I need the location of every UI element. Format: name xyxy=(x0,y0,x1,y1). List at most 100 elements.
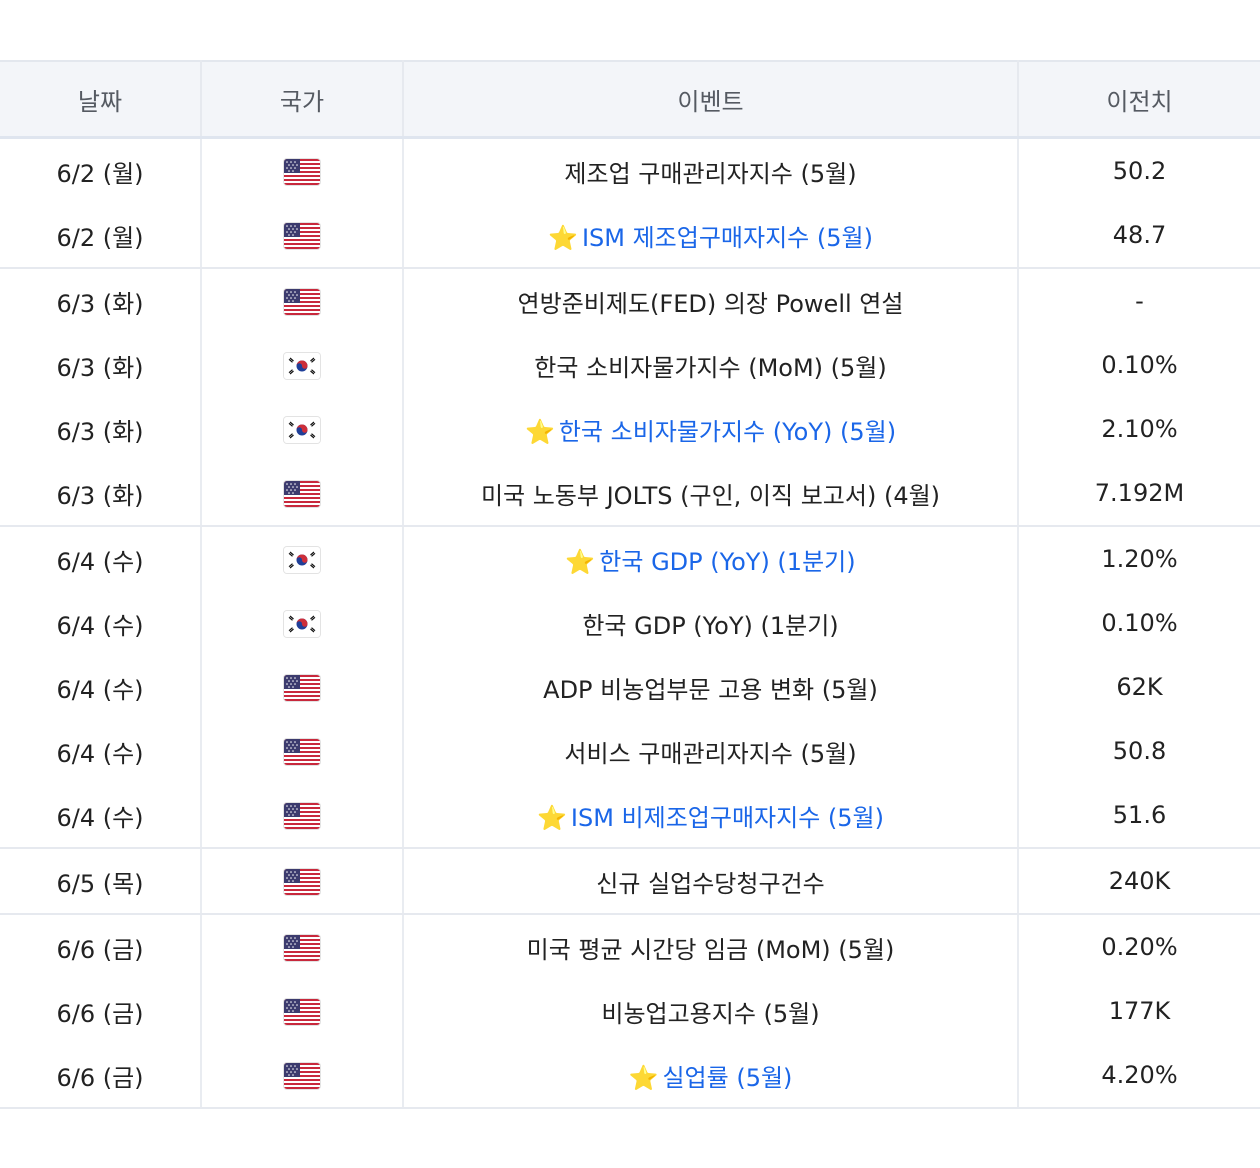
event-previous: 2.10% xyxy=(1101,415,1178,443)
event-country xyxy=(201,203,404,269)
event-name: 서비스 구매관리자지수 (5월) xyxy=(564,739,857,768)
event-name: 비농업고용지수 (5월) xyxy=(601,999,820,1028)
event-previous: 0.10% xyxy=(1101,351,1178,379)
event-name-cell: ⭐ 한국 GDP (YoY) (1분기) xyxy=(403,526,1019,591)
event-name-cell: 한국 소비자물가지수 (MoM) (5월) xyxy=(403,333,1019,397)
event-date: 6/6 (금) xyxy=(0,979,202,1043)
event-name-cell: 신규 실업수당청구건수 xyxy=(403,848,1019,915)
event-name-cell: ⭐ ISM 비제조업구매자지수 (5월) xyxy=(403,783,1019,849)
us-flag-icon xyxy=(284,223,320,249)
event-previous: 177K xyxy=(1108,997,1171,1025)
table-row: 6/3 (화) 연방준비제도(FED) 의장 Powell 연설 - xyxy=(0,268,1260,333)
table-row: 6/2 (월) ⭐ ISM 제조업구매자지수 (5월) 48.7 xyxy=(0,203,1260,269)
event-previous: 50.8 xyxy=(1112,737,1167,765)
event-date: 6/5 (목) xyxy=(0,848,202,915)
event-date: 6/3 (화) xyxy=(0,461,202,527)
event-country xyxy=(201,1043,404,1109)
event-country xyxy=(201,655,404,719)
event-date: 6/3 (화) xyxy=(0,268,202,333)
event-country xyxy=(201,333,404,397)
event-previous: 62K xyxy=(1116,673,1163,701)
table-row: 6/6 (금) ⭐ 실업률 (5월) 4.20% xyxy=(0,1043,1260,1109)
us-flag-icon xyxy=(284,481,320,507)
event-date: 6/3 (화) xyxy=(0,397,202,461)
event-name: 신규 실업수당청구건수 xyxy=(596,869,825,898)
kr-flag-icon xyxy=(284,547,320,573)
event-country xyxy=(201,591,404,655)
header-date: 날짜 xyxy=(0,60,202,139)
event-previous: 1.20% xyxy=(1101,545,1178,573)
kr-flag-icon xyxy=(284,611,320,637)
event-name: 한국 GDP (YoY) (1분기) xyxy=(582,611,839,640)
table-row: 6/4 (수) 한국 GDP (YoY) (1분기) 0.10% xyxy=(0,591,1260,655)
star-icon: ⭐ xyxy=(548,223,578,252)
star-icon: ⭐ xyxy=(524,417,555,446)
star-icon: ⭐ xyxy=(537,803,567,832)
table-row: 6/4 (수) ⭐ 한국 GDP (YoY) (1분기) 1.20% xyxy=(0,526,1260,591)
event-date: 6/2 (월) xyxy=(0,203,202,269)
table-row: 6/4 (수) 서비스 구매관리자지수 (5월) 50.8 xyxy=(0,719,1260,783)
us-flag-icon xyxy=(284,675,320,701)
event-country xyxy=(201,137,404,203)
star-icon: ⭐ xyxy=(565,547,596,576)
event-date: 6/6 (금) xyxy=(0,1043,202,1109)
event-date: 6/4 (수) xyxy=(0,526,202,591)
event-previous: 7.192M xyxy=(1018,461,1260,527)
event-previous: 240K xyxy=(1018,848,1260,915)
us-flag-icon xyxy=(284,869,320,895)
event-name-cell: 제조업 구매관리자지수 (5월) xyxy=(403,137,1019,203)
event-date: 6/6 (금) xyxy=(0,914,202,979)
event-name-cell: 미국 노동부 JOLTS (구인, 이직 보고서) (4월) xyxy=(403,461,1019,527)
event-name: ADP 비농업부문 고용 변화 (5월) xyxy=(543,675,878,704)
event-date: 6/4 (수) xyxy=(0,591,202,655)
table-header-row: 날짜 국가 이벤트 이전치 xyxy=(0,60,1260,139)
event-name-cell: ⭐ ISM 제조업구매자지수 (5월) xyxy=(403,203,1019,269)
table-row: 6/4 (수) ⭐ ISM 비제조업구매자지수 (5월) 51.6 xyxy=(0,783,1260,849)
event-previous: 4.20% xyxy=(1018,1043,1260,1109)
event-previous: 50.2 xyxy=(1112,157,1167,185)
event-name: 미국 노동부 JOLTS (구인, 이직 보고서) (4월) xyxy=(480,481,941,510)
event-link[interactable]: ISM 제조업구매자지수 (5월) xyxy=(581,223,873,252)
event-previous: - xyxy=(1135,287,1144,315)
event-link[interactable]: ISM 비제조업구매자지수 (5월) xyxy=(570,803,884,832)
event-date: 6/2 (월) xyxy=(0,137,202,203)
event-country xyxy=(201,526,404,591)
kr-flag-icon xyxy=(284,417,320,443)
event-country xyxy=(201,268,404,333)
event-date: 6/3 (화) xyxy=(0,333,202,397)
event-previous: 51.6 xyxy=(1018,783,1260,849)
table-row: 6/2 (월) 제조업 구매관리자지수 (5월) 50.2 xyxy=(0,137,1260,203)
event-link[interactable]: 한국 GDP (YoY) (1분기) xyxy=(599,547,856,576)
event-link[interactable]: 실업률 (5월) xyxy=(662,1063,793,1092)
us-flag-icon xyxy=(284,1063,320,1089)
event-previous: 0.10% xyxy=(1101,609,1178,637)
event-name-cell: 미국 평균 시간당 임금 (MoM) (5월) xyxy=(403,914,1019,979)
event-name-cell: 연방준비제도(FED) 의장 Powell 연설 xyxy=(403,268,1019,333)
event-name-cell: 서비스 구매관리자지수 (5월) xyxy=(403,719,1019,783)
table-row: 6/4 (수) ADP 비농업부문 고용 변화 (5월) 62K xyxy=(0,655,1260,719)
event-date: 6/4 (수) xyxy=(0,719,202,783)
star-icon: ⭐ xyxy=(628,1063,659,1092)
event-name-cell: ⭐ 한국 소비자물가지수 (YoY) (5월) xyxy=(403,397,1019,461)
event-previous: 48.7 xyxy=(1018,203,1260,269)
us-flag-icon xyxy=(284,159,320,185)
event-country xyxy=(201,397,404,461)
events-table: 날짜 국가 이벤트 이전치 6/2 (월) 제조업 구매관리자지수 (5월) 50.… xyxy=(0,60,1260,1109)
kr-flag-icon xyxy=(284,353,320,379)
us-flag-icon xyxy=(284,803,320,829)
event-name: 한국 소비자물가지수 (MoM) (5월) xyxy=(534,353,887,382)
table-row: 6/5 (목) 신규 실업수당청구건수 240K xyxy=(0,848,1260,915)
event-country xyxy=(201,783,404,849)
table-row: 6/3 (화) 미국 노동부 JOLTS (구인, 이직 보고서) (4월) 7.1… xyxy=(0,461,1260,527)
event-name: 미국 평균 시간당 임금 (MoM) (5월) xyxy=(526,935,895,964)
economic-calendar: 날짜 국가 이벤트 이전치 6/2 (월) 제조업 구매관리자지수 (5월) 50.… xyxy=(0,60,1260,1109)
us-flag-icon xyxy=(284,289,320,315)
event-date: 6/4 (수) xyxy=(0,783,202,849)
event-link[interactable]: 한국 소비자물가지수 (YoY) (5월) xyxy=(558,417,897,446)
event-name-cell: ADP 비농업부문 고용 변화 (5월) xyxy=(403,655,1019,719)
header-previous: 이전치 xyxy=(1018,60,1260,139)
event-previous: 0.20% xyxy=(1101,933,1178,961)
header-country: 국가 xyxy=(201,60,404,139)
event-name: 제조업 구매관리자지수 (5월) xyxy=(564,159,857,188)
event-name: 연방준비제도(FED) 의장 Powell 연설 xyxy=(517,289,904,318)
